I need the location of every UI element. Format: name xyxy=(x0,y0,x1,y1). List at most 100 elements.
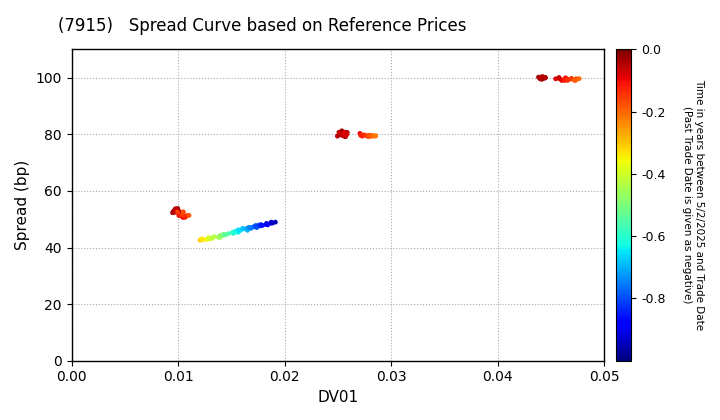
Point xyxy=(174,212,185,219)
Point xyxy=(266,219,277,226)
Point xyxy=(243,224,255,231)
Y-axis label: Spread (bp): Spread (bp) xyxy=(15,160,30,250)
Point xyxy=(550,76,562,82)
Point xyxy=(361,132,372,139)
Point xyxy=(170,205,181,212)
Point xyxy=(222,230,234,237)
Point xyxy=(203,236,215,242)
Point xyxy=(260,221,271,228)
Point xyxy=(336,127,348,134)
Point xyxy=(266,220,278,226)
Point xyxy=(169,206,181,213)
Point xyxy=(536,76,548,83)
Point xyxy=(170,206,181,213)
Point xyxy=(367,133,379,139)
Point xyxy=(204,235,215,242)
Point xyxy=(177,209,189,215)
Point xyxy=(261,220,272,227)
Point xyxy=(539,74,551,81)
Point xyxy=(245,225,256,232)
Point xyxy=(570,76,582,82)
Point xyxy=(172,207,184,214)
Point xyxy=(170,207,181,214)
Point xyxy=(256,221,267,228)
Point xyxy=(218,231,230,238)
Point xyxy=(337,132,348,139)
Point xyxy=(265,220,276,227)
Point xyxy=(269,219,281,226)
Point xyxy=(234,228,246,234)
Point xyxy=(168,209,179,216)
Point xyxy=(537,73,549,80)
Point xyxy=(167,209,179,216)
Point xyxy=(536,75,548,81)
Point xyxy=(559,77,570,84)
Point xyxy=(533,74,544,81)
Point xyxy=(355,132,366,139)
Point xyxy=(361,133,373,139)
Point xyxy=(338,130,349,137)
Point xyxy=(560,74,572,81)
Point xyxy=(233,229,244,236)
Point xyxy=(562,77,574,84)
Point xyxy=(539,75,550,81)
Point xyxy=(341,131,352,138)
Point xyxy=(179,214,191,220)
Point xyxy=(536,74,547,80)
Point xyxy=(339,133,351,140)
Point xyxy=(539,74,551,81)
Point xyxy=(237,225,248,232)
Point xyxy=(203,234,215,241)
Point xyxy=(559,76,570,83)
Point xyxy=(174,208,185,215)
Point xyxy=(333,131,345,138)
Point xyxy=(562,76,573,82)
Point xyxy=(168,208,179,215)
Point xyxy=(176,211,188,218)
Point xyxy=(338,129,350,136)
Text: (7915)   Spread Curve based on Reference Prices: (7915) Spread Curve based on Reference P… xyxy=(58,17,466,35)
Point xyxy=(359,131,370,138)
Point xyxy=(536,74,547,81)
Point xyxy=(534,76,546,82)
Point xyxy=(556,77,567,84)
Point xyxy=(251,224,263,231)
Point xyxy=(227,229,238,236)
Point xyxy=(356,133,368,139)
Point xyxy=(201,236,212,243)
Point xyxy=(539,74,551,81)
Point xyxy=(206,235,217,242)
Point xyxy=(169,206,181,213)
Point xyxy=(194,237,206,244)
Point xyxy=(195,236,207,242)
Point xyxy=(255,223,266,229)
Point xyxy=(215,232,226,239)
Point xyxy=(178,213,189,219)
Point xyxy=(172,205,184,212)
Point xyxy=(553,74,564,81)
Point xyxy=(340,133,351,140)
Point xyxy=(537,75,549,81)
Point xyxy=(171,208,183,215)
Point xyxy=(566,76,577,82)
Point xyxy=(233,226,244,233)
Point xyxy=(228,230,240,236)
Point xyxy=(338,129,350,136)
Point xyxy=(341,129,353,136)
Point xyxy=(356,132,367,139)
Point xyxy=(177,214,189,220)
Point xyxy=(237,226,248,233)
Point xyxy=(363,133,374,139)
X-axis label: DV01: DV01 xyxy=(318,390,359,405)
Point xyxy=(220,231,232,238)
Point xyxy=(170,207,181,214)
Point xyxy=(341,131,353,138)
Point xyxy=(370,132,382,139)
Point xyxy=(554,76,565,82)
Point xyxy=(173,208,184,215)
Point xyxy=(172,207,184,214)
Point xyxy=(250,223,261,229)
Y-axis label: Time in years between 5/2/2025 and Trade Date
(Past Trade Date is given as negat: Time in years between 5/2/2025 and Trade… xyxy=(683,79,704,331)
Point xyxy=(177,214,189,220)
Point xyxy=(262,221,274,228)
